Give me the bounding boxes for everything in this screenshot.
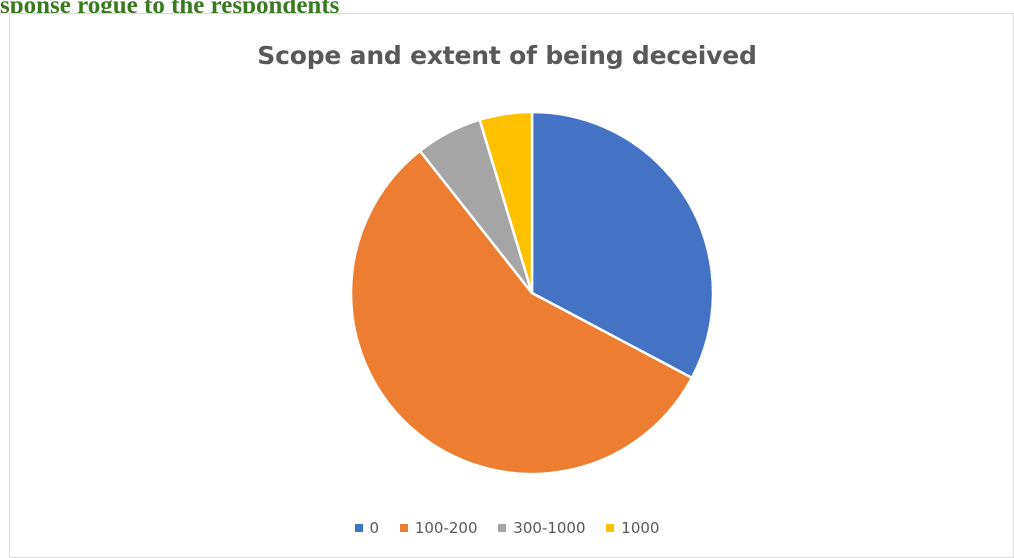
legend-swatch-1 bbox=[399, 524, 408, 532]
legend-label-0: 0 bbox=[369, 519, 380, 537]
legend-label-3: 1000 bbox=[621, 519, 660, 537]
pie-slice-0 bbox=[530, 110, 715, 380]
legend-swatch-3 bbox=[606, 524, 615, 532]
legend-item: 0 bbox=[354, 519, 380, 537]
pie-slice-1000 bbox=[478, 110, 534, 295]
legend-swatch-0 bbox=[354, 524, 363, 532]
legend-item: 100-200 bbox=[399, 519, 478, 537]
legend-item: 300-1000 bbox=[498, 519, 586, 537]
legend-label-2: 300-1000 bbox=[513, 519, 586, 537]
chart-title: Scope and extent of being deceived bbox=[257, 41, 757, 70]
chart-legend: 0 100-200 300-1000 1000 bbox=[0, 518, 1014, 537]
legend-label-1: 100-200 bbox=[414, 519, 478, 537]
document-heading: sponse rogue to the respondents bbox=[0, 0, 339, 13]
legend-item: 1000 bbox=[606, 519, 659, 537]
legend-swatch-2 bbox=[498, 524, 507, 532]
pie-slice-100-200 bbox=[349, 149, 694, 476]
